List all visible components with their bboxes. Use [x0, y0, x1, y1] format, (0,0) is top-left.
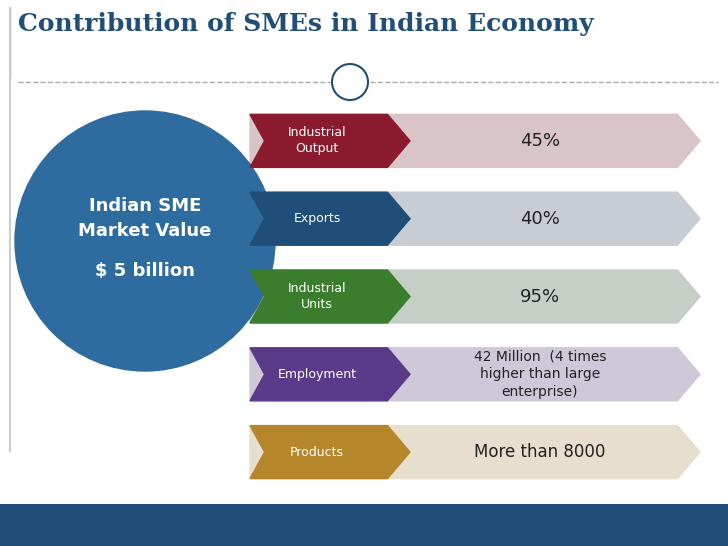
Polygon shape [250, 425, 700, 479]
Polygon shape [250, 270, 410, 323]
Text: Exports: Exports [293, 212, 341, 225]
Text: Contribution of SMEs in Indian Economy: Contribution of SMEs in Indian Economy [18, 12, 594, 36]
Text: $ 5 billion: $ 5 billion [95, 262, 195, 280]
Text: 45%: 45% [520, 132, 560, 150]
Polygon shape [250, 270, 700, 323]
Circle shape [332, 64, 368, 100]
Text: Indian SME: Indian SME [89, 197, 201, 215]
Polygon shape [250, 425, 410, 479]
FancyBboxPatch shape [0, 504, 728, 546]
Polygon shape [250, 192, 410, 245]
Polygon shape [250, 348, 700, 401]
Text: Products: Products [290, 446, 344, 459]
Text: Employment: Employment [277, 368, 357, 381]
Polygon shape [250, 192, 700, 245]
Circle shape [15, 111, 275, 371]
Text: 95%: 95% [520, 288, 560, 306]
Text: 42 Million  (4 times
higher than large
enterprise): 42 Million (4 times higher than large en… [474, 350, 606, 399]
Text: 40%: 40% [520, 210, 560, 228]
Text: Industrial
Units: Industrial Units [288, 282, 347, 311]
Polygon shape [250, 115, 700, 168]
Polygon shape [250, 348, 410, 401]
Text: Market Value: Market Value [79, 222, 212, 240]
Text: Industrial
Output: Industrial Output [288, 127, 347, 156]
Polygon shape [250, 115, 410, 168]
Text: More than 8000: More than 8000 [475, 443, 606, 461]
